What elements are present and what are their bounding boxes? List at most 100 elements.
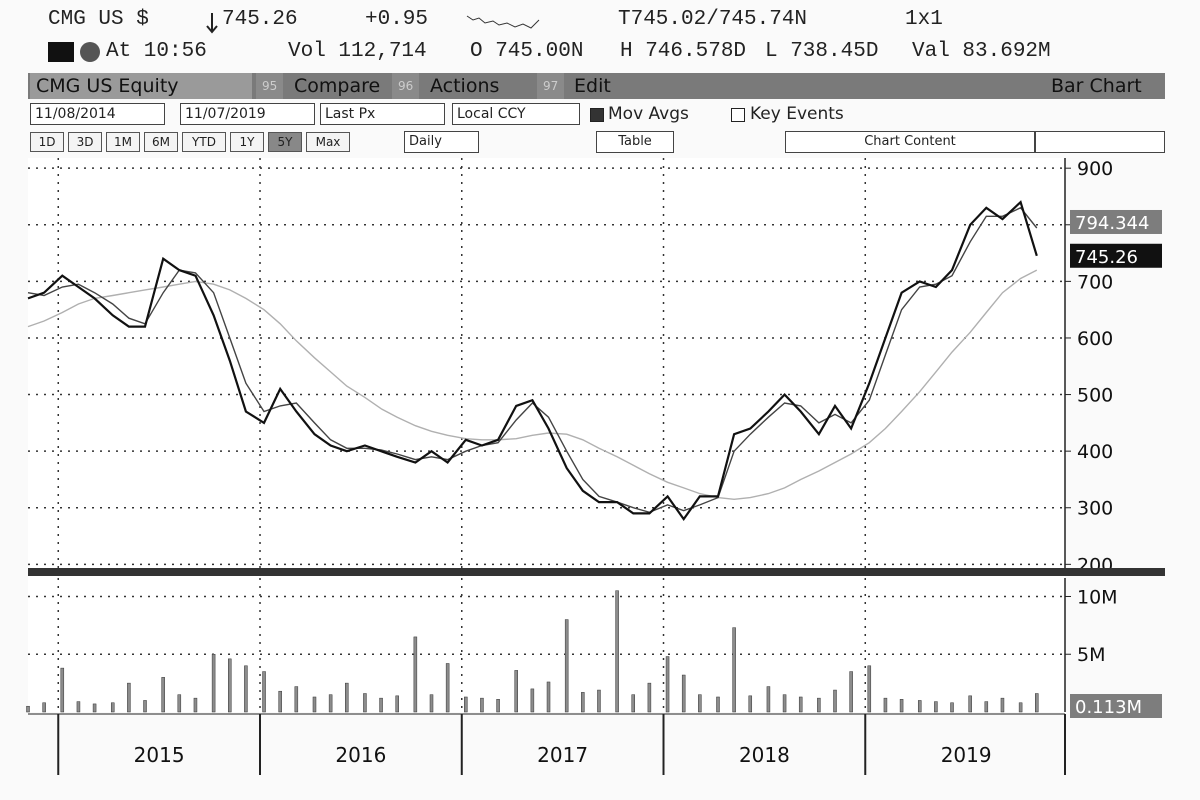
open: O 745.00N	[470, 40, 584, 63]
y-tick-label: 900	[1077, 158, 1113, 180]
change: +0.95	[365, 8, 429, 31]
volume-bar	[161, 677, 165, 713]
icon	[48, 42, 74, 62]
last-price: 745.26	[222, 8, 298, 31]
volume-bar	[42, 702, 46, 713]
volume-bar	[496, 699, 500, 713]
volume-bar	[177, 694, 182, 713]
period-button[interactable]: YTD	[182, 132, 226, 152]
x-tick-label: 2017	[537, 743, 588, 767]
field[interactable]: Last Px	[320, 103, 445, 125]
y-tick-label: 10M	[1077, 586, 1118, 608]
y-tick-label: 700	[1077, 271, 1113, 293]
panel-separator	[28, 568, 1165, 576]
volume-bar	[262, 671, 266, 713]
period-button[interactable]: Max	[306, 132, 350, 152]
volume-bar	[413, 636, 418, 713]
volume-bar	[211, 653, 216, 713]
volume-bar	[244, 665, 248, 713]
volume-bar	[445, 663, 450, 713]
price-line	[27, 206, 1038, 514]
value: Val 83.692M	[912, 40, 1051, 63]
y-tick-label: 300	[1077, 498, 1113, 520]
volume-bar	[867, 665, 872, 713]
volume-bar	[665, 656, 670, 713]
period-button[interactable]: 6M	[144, 132, 178, 152]
volume-bar	[1018, 702, 1023, 713]
volume-bar	[917, 700, 922, 713]
volume-bar	[798, 696, 803, 713]
volume-bar	[934, 701, 938, 713]
frequency[interactable]: Daily	[404, 131, 479, 153]
start-date[interactable]: 11/08/2014	[30, 103, 165, 125]
checkbox[interactable]	[590, 108, 604, 122]
volume-bar	[92, 703, 97, 713]
volume-bar	[60, 667, 65, 713]
period-button[interactable]: 5Y	[268, 132, 302, 152]
volume-bar	[395, 695, 399, 713]
volume-bar	[345, 682, 349, 713]
table[interactable]: Table	[596, 131, 674, 153]
volume-bar	[127, 682, 131, 713]
edit[interactable]: Edit	[574, 75, 611, 97]
price-line	[27, 269, 1038, 501]
volume-bar	[581, 692, 585, 713]
volume-bar	[833, 689, 837, 713]
time: At 10:56	[106, 40, 207, 63]
period-button[interactable]: 3D	[68, 132, 102, 152]
mov-avgs: Mov Avgs	[608, 104, 689, 124]
volume-bar	[564, 619, 569, 713]
volume-bar	[716, 696, 720, 713]
volume-bar	[530, 688, 535, 713]
volume-bar	[968, 695, 972, 713]
key-events: Key Events	[750, 104, 844, 124]
x-tick-label: 2018	[739, 743, 790, 767]
period-button[interactable]: 1D	[30, 132, 64, 152]
y-tick-label: 5M	[1077, 644, 1105, 666]
volume-bar	[480, 697, 484, 713]
plot-frame	[28, 158, 1065, 712]
y-tick-label: 500	[1077, 385, 1113, 407]
ticker: CMG US $	[48, 8, 149, 31]
currency[interactable]: Local CCY	[452, 103, 580, 125]
volume-bar	[464, 696, 468, 713]
fn-key: 96	[392, 73, 420, 99]
volume-bar	[817, 697, 821, 713]
period-button[interactable]: 1M	[106, 132, 140, 152]
y-tick-label: 600	[1077, 328, 1113, 350]
down-arrow	[206, 13, 218, 34]
volume-bar	[328, 694, 333, 713]
security[interactable]: CMG US Equity	[30, 73, 252, 99]
ma-tag-box	[1070, 209, 1162, 234]
size: 1x1	[905, 8, 943, 31]
volume-bar	[143, 700, 147, 713]
volume-bar	[193, 697, 198, 713]
volume-bar	[26, 705, 30, 713]
compare[interactable]: Compare	[294, 75, 381, 97]
volume-bar	[514, 670, 518, 713]
low: L 738.45D	[765, 40, 879, 63]
chart-content[interactable]: Chart Content	[785, 131, 1035, 153]
volume-bar	[647, 682, 652, 713]
volume-bar	[782, 694, 787, 713]
period-button[interactable]: 1Y	[230, 132, 264, 152]
volume-bar	[732, 627, 736, 713]
settings[interactable]	[1035, 131, 1165, 153]
actions[interactable]: Actions	[430, 75, 500, 97]
price-tag-box	[1070, 243, 1162, 268]
volume-bar	[110, 702, 115, 713]
volume-bar	[363, 693, 367, 713]
checkbox[interactable]	[731, 108, 745, 122]
price-tag: 745.26	[1075, 247, 1138, 268]
volume-bar	[546, 681, 551, 713]
y-tick-label: 400	[1077, 441, 1113, 463]
icon	[80, 42, 100, 62]
high: H 746.578D	[620, 40, 747, 63]
volume-bar	[899, 699, 904, 713]
volume-bar	[312, 696, 317, 713]
volume-bar	[681, 674, 686, 713]
end-date[interactable]: 11/07/2019	[180, 103, 315, 125]
volume-bar	[883, 697, 888, 713]
